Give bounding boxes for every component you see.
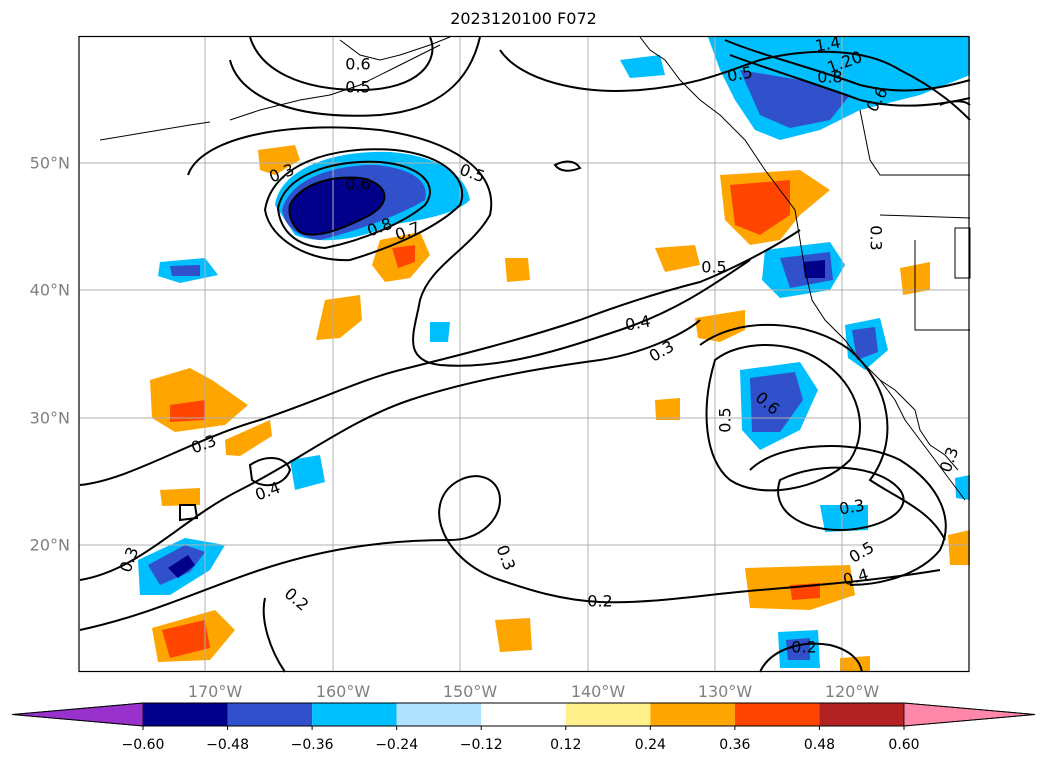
contour-label: 0.8 xyxy=(817,68,842,87)
colorbar-tick-label: 0.48 xyxy=(803,737,836,753)
contour-label: 0.2 xyxy=(791,638,816,657)
fill-orange-6 xyxy=(655,245,700,272)
colorbar-tick-label: 0.24 xyxy=(634,737,666,753)
contour-label: 0.2 xyxy=(281,584,313,615)
colorbar-tick-label: −0.24 xyxy=(375,737,419,753)
fill-orange-5 xyxy=(150,368,248,432)
colorbar-segment xyxy=(143,703,228,726)
contour-label: 1.4 xyxy=(814,32,842,55)
fill-blue-d-in xyxy=(750,372,803,432)
fill-blue-mid xyxy=(740,70,850,128)
colorbar-segment xyxy=(734,703,820,726)
colorbar-extend-low xyxy=(11,702,144,727)
longitude-label: 170°W xyxy=(187,682,243,701)
fill-blue-f xyxy=(290,455,325,490)
colorbar-segment xyxy=(819,703,904,726)
fill-blue-c-in xyxy=(852,327,878,360)
fill-orange-10 xyxy=(160,488,200,506)
contour-label: 0.3 xyxy=(116,544,143,574)
fill-orange-4 xyxy=(316,295,362,340)
fill-orange-17 xyxy=(840,656,870,672)
colorbar-segment xyxy=(565,703,651,726)
latitude-label: 30°N xyxy=(29,408,70,428)
fill-orange-7 xyxy=(505,258,530,282)
fill-red-2 xyxy=(730,180,790,235)
colorbar-tick-label: −0.36 xyxy=(290,737,334,753)
fill-orange-11 xyxy=(655,398,680,420)
longitude-label: 130°W xyxy=(697,682,753,701)
longitude-label: 150°W xyxy=(442,682,498,701)
fill-orange-8 xyxy=(695,310,745,342)
colorbar-segment xyxy=(312,703,397,726)
fill-blue-g-core xyxy=(168,555,195,578)
anomaly-fills xyxy=(138,37,970,672)
colorbar-tick-label: 0.60 xyxy=(888,737,920,753)
fill-red-3 xyxy=(392,245,415,268)
fill-low-core xyxy=(289,177,385,235)
fill-blue-e xyxy=(430,322,450,342)
contour-label: 0.6 xyxy=(345,175,370,194)
contour-labels: 0.60.51.41.200.5 0.80.60.3 0.6 0.50.80.70.5… xyxy=(116,32,963,657)
map-frame xyxy=(78,35,970,673)
colorbar-tick-label: −0.12 xyxy=(459,737,503,753)
fill-orange-9 xyxy=(225,420,272,456)
contour-label: 0.3 xyxy=(646,337,678,366)
longitude-label: 140°W xyxy=(570,682,626,701)
contour-label: 0.2 xyxy=(587,592,612,611)
colorbar xyxy=(11,702,1036,730)
colorbar-tick-label: 0.12 xyxy=(550,737,582,753)
fill-orange-15 xyxy=(495,618,532,652)
contour-label: 0.5 xyxy=(726,62,754,85)
fill-blue-small xyxy=(620,55,665,78)
fill-red-14 xyxy=(162,620,210,658)
fill-orange-16 xyxy=(948,530,970,565)
contour-label: 0.3 xyxy=(838,495,866,518)
contour-label: 0.5 xyxy=(345,78,370,97)
contour-label: 0.5 xyxy=(846,538,878,567)
fill-blue-j xyxy=(955,475,970,500)
colorbar-extend-high xyxy=(903,702,1036,727)
fill-blue-h xyxy=(820,505,868,532)
fill-red-5 xyxy=(170,400,205,422)
colorbar-segment xyxy=(650,703,735,726)
map-title: 2023120100 F072 xyxy=(450,9,597,28)
longitude-label: 120°W xyxy=(824,682,880,701)
latitude-label: 50°N xyxy=(29,153,70,173)
colorbar-segment xyxy=(227,703,313,726)
lat-lon-grid xyxy=(79,37,969,671)
contour-label: 0.6 xyxy=(345,55,370,74)
longitude-label: 160°W xyxy=(315,682,371,701)
colorbar-tick-label: 0.36 xyxy=(719,737,751,753)
fill-blue-a-in xyxy=(170,265,200,276)
colorbar-tick-label: −0.48 xyxy=(206,737,249,753)
contour-label: 0.5 xyxy=(701,258,726,277)
latitude-label: 40°N xyxy=(29,280,70,300)
contour-label: 0.3 xyxy=(936,444,963,474)
coastlines xyxy=(99,36,971,501)
contour-label: 0.5 xyxy=(716,407,735,432)
fill-orange-1 xyxy=(258,145,300,175)
colorbar-tick-label: −0.60 xyxy=(121,737,165,753)
colorbar-segment xyxy=(396,703,482,726)
colorbar-segment xyxy=(481,703,566,726)
contour-label: 0.3 xyxy=(493,542,520,572)
contour-label: 0.4 xyxy=(624,311,652,334)
fill-blue-b-core xyxy=(803,260,825,278)
contour-lines xyxy=(79,36,971,673)
latitude-label: 20°N xyxy=(29,535,70,555)
contour-label: 0.3 xyxy=(867,225,886,250)
